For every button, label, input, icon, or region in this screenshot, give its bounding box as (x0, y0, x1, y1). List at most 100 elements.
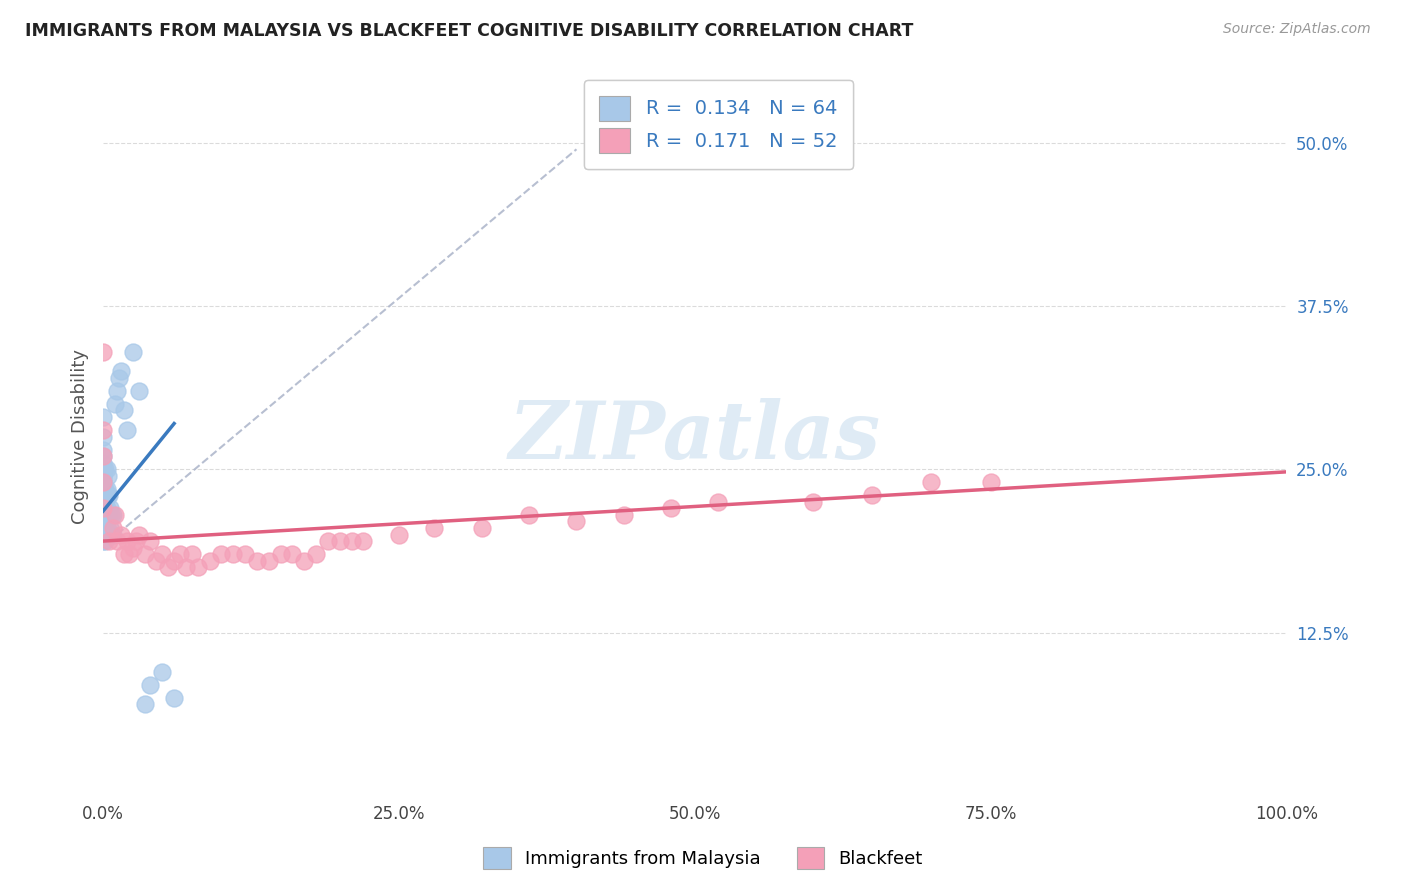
Point (91, 495, 114, 509)
Point (101, 508, 124, 522)
Point (101, 521, 124, 535)
Point (150, 665, 173, 679)
Point (121, 541, 143, 555)
Point (139, 534, 162, 549)
Point (91, 482, 114, 496)
Point (100, 527, 122, 541)
Point (281, 547, 304, 561)
Point (211, 547, 233, 561)
Point (100, 508, 122, 522)
Point (91, 468, 114, 483)
Point (222, 547, 245, 561)
Point (91, 495, 114, 509)
Point (91, 491, 114, 505)
Point (94, 501, 117, 516)
Point (96, 482, 118, 496)
Point (91, 465, 114, 479)
Point (163, 690, 186, 705)
Point (104, 397, 127, 411)
Point (97, 508, 120, 522)
Point (801, 495, 824, 509)
Point (98, 534, 121, 549)
Point (329, 534, 352, 549)
Point (91, 515, 114, 529)
Point (91, 462, 114, 476)
Point (517, 508, 540, 522)
Point (471, 521, 494, 535)
Text: Source: ZipAtlas.com: Source: ZipAtlas.com (1223, 22, 1371, 37)
Point (104, 508, 127, 522)
Point (107, 371, 129, 385)
Point (128, 384, 150, 398)
Point (860, 488, 883, 502)
Point (94, 462, 117, 476)
Point (157, 560, 180, 574)
Point (353, 534, 375, 549)
Point (115, 534, 138, 549)
Point (91, 409, 114, 424)
Point (98, 521, 121, 535)
Point (98, 508, 121, 522)
Point (174, 560, 197, 574)
Point (105, 534, 128, 549)
Point (659, 501, 682, 516)
Point (91, 527, 114, 541)
Legend: R =  0.134   N = 64, R =  0.171   N = 52: R = 0.134 N = 64, R = 0.171 N = 52 (583, 80, 853, 169)
Point (91, 482, 114, 496)
Point (91, 468, 114, 483)
Point (246, 554, 269, 568)
Point (96, 501, 118, 516)
Point (94, 515, 117, 529)
Point (96, 521, 118, 535)
Point (91, 501, 114, 516)
Point (270, 547, 292, 561)
Point (91, 344, 114, 359)
Point (98, 527, 121, 541)
Point (97, 527, 120, 541)
Point (180, 547, 202, 561)
Point (128, 527, 150, 541)
Legend: Immigrants from Malaysia, Blackfeet: Immigrants from Malaysia, Blackfeet (474, 838, 932, 879)
Point (187, 560, 209, 574)
Point (920, 475, 942, 490)
Point (112, 403, 135, 417)
Point (112, 547, 135, 561)
Point (91, 449, 114, 463)
Point (91, 423, 114, 437)
Point (91, 475, 114, 490)
Point (91, 488, 114, 502)
Point (292, 554, 315, 568)
Point (91, 501, 114, 516)
Point (91, 442, 114, 457)
Point (91, 508, 114, 522)
Point (565, 515, 588, 529)
Point (91, 462, 114, 476)
Point (98, 488, 121, 502)
Point (139, 678, 162, 692)
Point (105, 384, 128, 398)
Point (91, 475, 114, 490)
Point (91, 534, 114, 549)
Point (118, 547, 141, 561)
Point (101, 527, 124, 541)
Point (91, 456, 114, 470)
Point (91, 501, 114, 516)
Point (115, 423, 138, 437)
Point (91, 478, 114, 492)
Point (91, 449, 114, 463)
Point (233, 547, 256, 561)
Point (150, 547, 173, 561)
Point (91, 475, 114, 490)
Point (198, 554, 221, 568)
Point (316, 534, 339, 549)
Point (340, 534, 363, 549)
Point (388, 527, 411, 541)
Point (423, 521, 446, 535)
Point (145, 554, 167, 568)
Point (169, 547, 191, 561)
Point (305, 547, 328, 561)
Point (91, 429, 114, 443)
Point (91, 521, 114, 535)
Point (134, 698, 156, 712)
Point (94, 482, 117, 496)
